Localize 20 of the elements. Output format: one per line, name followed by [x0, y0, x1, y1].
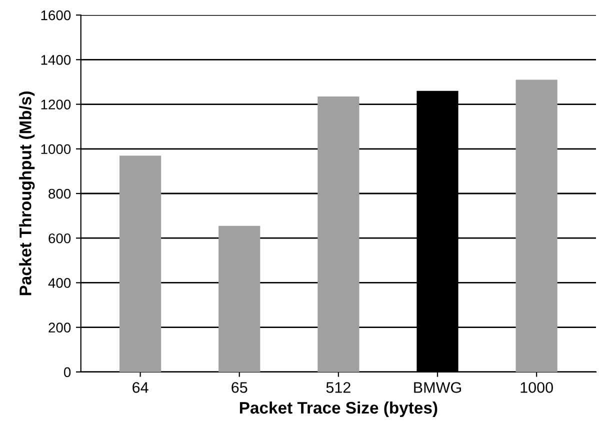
y-tick-label: 1200 [41, 100, 71, 110]
y-tick-label: 0 [64, 367, 71, 378]
bar [516, 80, 558, 372]
x-tick-label: BMWG [414, 382, 461, 393]
y-tick-label: 1400 [41, 54, 71, 65]
x-axis-title: Packet Trace Size (bytes) [240, 401, 438, 418]
y-tick-label: 200 [48, 322, 71, 333]
x-tick-label: 512 [326, 382, 350, 393]
bar [218, 226, 260, 372]
y-tick-label: 1600 [41, 10, 71, 20]
bar [318, 96, 360, 372]
bar [120, 156, 162, 372]
y-axis-title: Packet Throughput (Mb/s) [19, 92, 35, 296]
x-tick-label: 65 [232, 382, 248, 393]
y-tick-label: 400 [48, 278, 71, 288]
x-tick-label: 1000 [520, 382, 553, 393]
y-tick-label: 600 [48, 233, 71, 244]
x-tick-label: 64 [132, 382, 148, 393]
y-tick-label: 1000 [41, 144, 71, 154]
y-tick-label: 800 [48, 188, 71, 199]
